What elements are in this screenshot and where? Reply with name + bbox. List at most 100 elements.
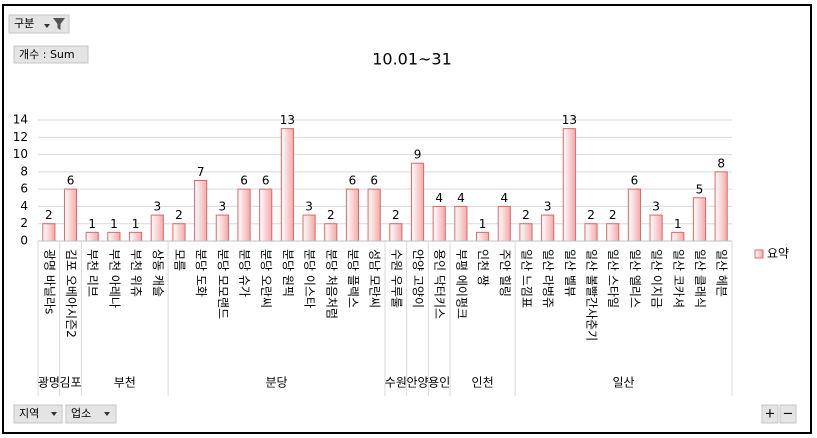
group-label: 용인 <box>428 376 450 390</box>
data-label: 1 <box>88 217 96 231</box>
y-tick-label: 14 <box>13 113 28 127</box>
bar <box>215 214 229 242</box>
x-tick-label: 인천 짱 <box>476 249 491 286</box>
data-label: 5 <box>696 182 704 196</box>
data-label: 2 <box>175 208 183 222</box>
x-tick-label: 상동 캐슬 <box>151 249 165 297</box>
axis-field-button-bg[interactable] <box>13 404 63 424</box>
data-label: 1 <box>674 217 682 231</box>
x-tick-label: 일산 클래식 <box>693 249 707 308</box>
value-field-button[interactable] <box>13 45 89 64</box>
zoom-out-button[interactable] <box>779 404 797 424</box>
y-tick-label: 8 <box>20 164 28 178</box>
bar <box>476 231 490 242</box>
bar <box>649 214 663 242</box>
data-label: 6 <box>370 174 378 188</box>
data-label: 2 <box>609 208 617 222</box>
data-label: 3 <box>305 200 313 214</box>
zoom-in-button[interactable] <box>761 404 779 424</box>
zoom-in[interactable]: + <box>765 407 776 422</box>
bar <box>692 197 707 242</box>
bar <box>85 231 99 242</box>
bar <box>562 128 576 242</box>
data-label: 6 <box>67 174 75 188</box>
x-tick-label: 분당 플렉스 <box>346 249 360 308</box>
x-tick-label: 분당 모모랜드 <box>216 249 230 319</box>
y-tick-label: 4 <box>20 199 28 213</box>
bar <box>454 205 468 242</box>
filter-label[interactable]: 구분 <box>14 17 34 30</box>
y-tick-label: 10 <box>13 147 28 161</box>
axis-field-button-bg[interactable] <box>65 404 117 424</box>
axis-field-button[interactable]: 업소 <box>65 404 117 424</box>
x-tick-label: 분당 도화 <box>194 249 208 297</box>
data-label: 6 <box>262 174 270 188</box>
chart-title: 10.01~31 <box>372 50 452 69</box>
x-tick-label: 일산 느낌표 <box>519 249 533 308</box>
x-tick-label: 분당 원픽 <box>281 249 295 297</box>
bar <box>410 162 425 242</box>
dropdown-icon[interactable] <box>104 412 110 416</box>
x-tick-label: 분당 이스타 <box>303 249 317 308</box>
x-tick-label: 일산 스타일 <box>606 249 620 308</box>
data-label: 3 <box>219 200 227 214</box>
bar <box>367 188 381 242</box>
bar <box>194 180 208 242</box>
x-tick-label: 광명 바닐라s <box>42 249 56 314</box>
data-label: 4 <box>435 191 443 205</box>
group-label: 광명 <box>38 376 60 390</box>
bar <box>280 128 294 242</box>
axis-field-label[interactable]: 지역 <box>19 407 39 420</box>
filter-button[interactable]: 구분 <box>8 14 70 34</box>
x-tick-label: 일산 라벙쥬 <box>541 249 555 308</box>
bar <box>302 214 316 242</box>
bar <box>627 188 641 242</box>
y-tick-label: 2 <box>20 216 28 230</box>
axis-field-label[interactable]: 업소 <box>71 407 91 420</box>
axis-field-button[interactable]: 지역 <box>13 404 63 424</box>
data-label: 1 <box>479 217 487 231</box>
bar <box>584 223 598 242</box>
group-label: 분당 <box>266 376 288 390</box>
data-label: 4 <box>500 191 508 205</box>
data-label: 2 <box>327 208 335 222</box>
dropdown-icon[interactable] <box>51 412 57 416</box>
data-label: 2 <box>522 208 530 222</box>
filter-button-bg[interactable] <box>8 14 70 34</box>
dropdown-icon[interactable] <box>44 24 50 28</box>
x-tick-label: 일산 볼빨간사춘기 <box>585 249 599 341</box>
x-tick-label: 성남 모란씨 <box>368 249 382 308</box>
data-label: 13 <box>562 113 577 127</box>
value-field-label[interactable]: 개수 : Sum <box>19 48 75 61</box>
data-label: 8 <box>717 156 725 170</box>
data-label: 13 <box>280 113 295 127</box>
data-label: 2 <box>392 208 400 222</box>
x-tick-label: 부천 리브 <box>86 249 101 297</box>
data-label: 6 <box>631 174 639 188</box>
x-tick-label: 분당 슈가 <box>238 249 252 297</box>
group-label: 일산 <box>613 376 635 390</box>
bar <box>107 231 121 242</box>
zoom-out[interactable]: − <box>783 407 794 422</box>
x-tick-label: 안양 고양이 <box>411 249 425 308</box>
data-label: 3 <box>153 200 161 214</box>
legend-label: 요약 <box>767 246 789 261</box>
data-label: 2 <box>45 208 53 222</box>
data-label: 6 <box>240 174 248 188</box>
x-tick-label: 일산 엘리스 <box>628 249 642 308</box>
bar <box>150 214 164 242</box>
bar <box>129 231 143 242</box>
x-tick-label: 주안 힐링 <box>498 249 512 297</box>
data-label: 2 <box>587 208 595 222</box>
x-tick-label: 분당 처음처럼 <box>324 249 338 319</box>
group-label: 김포 <box>59 376 81 390</box>
bar <box>259 188 273 242</box>
filter-icon[interactable] <box>53 18 65 30</box>
x-tick-label: 일산 이지금 <box>650 249 664 308</box>
legend-swatch <box>754 249 764 259</box>
bar <box>172 223 186 242</box>
bar <box>519 223 533 242</box>
bar <box>324 223 338 242</box>
group-label: 부천 <box>114 375 136 390</box>
